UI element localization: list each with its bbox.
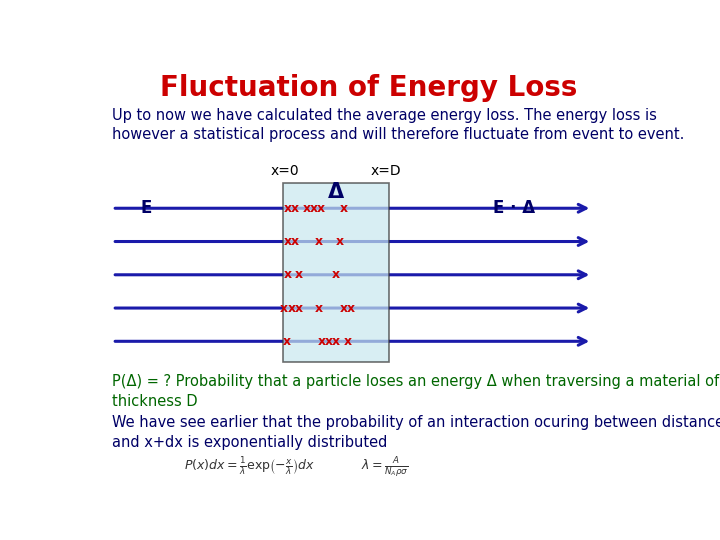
Text: x: x [287, 301, 295, 314]
Text: E · Δ: E · Δ [493, 199, 535, 217]
Text: Δ: Δ [328, 181, 343, 201]
Text: x=0: x=0 [271, 164, 300, 178]
Text: x: x [340, 202, 348, 215]
Text: Fluctuation of Energy Loss: Fluctuation of Energy Loss [161, 73, 577, 102]
Text: E: E [140, 199, 151, 217]
Text: x: x [317, 202, 325, 215]
Text: x: x [292, 235, 300, 248]
Text: $P(x)dx = \frac{1}{\lambda}\mathrm{exp}\left(-\frac{x}{\lambda}\right)dx \qquad\: $P(x)dx = \frac{1}{\lambda}\mathrm{exp}\… [184, 455, 409, 479]
Text: x: x [294, 301, 302, 314]
Text: x: x [340, 301, 348, 314]
Text: x: x [331, 268, 340, 281]
Text: We have see earlier that the probability of an interaction ocuring between dista: We have see earlier that the probability… [112, 415, 720, 450]
Text: x: x [336, 235, 344, 248]
Text: x: x [332, 335, 340, 348]
Text: x: x [315, 301, 323, 314]
Text: x: x [280, 301, 288, 314]
Bar [282, 183, 389, 362]
Text: x: x [302, 202, 310, 215]
Text: x: x [325, 335, 333, 348]
Text: Up to now we have calculated the average energy loss. The energy loss is
however: Up to now we have calculated the average… [112, 107, 685, 143]
Text: x: x [284, 268, 292, 281]
Text: x: x [347, 301, 355, 314]
Text: x: x [292, 202, 300, 215]
Text: x: x [282, 335, 290, 348]
Text: x: x [344, 335, 352, 348]
Text: x: x [318, 335, 325, 348]
Text: x=D: x=D [370, 164, 401, 178]
Text: x: x [295, 268, 303, 281]
Text: P(Δ) = ? Probability that a particle loses an energy Δ when traversing a materia: P(Δ) = ? Probability that a particle los… [112, 374, 719, 409]
Text: x: x [284, 202, 292, 215]
Text: x: x [310, 202, 318, 215]
Text: x: x [284, 235, 292, 248]
Text: x: x [315, 235, 323, 248]
